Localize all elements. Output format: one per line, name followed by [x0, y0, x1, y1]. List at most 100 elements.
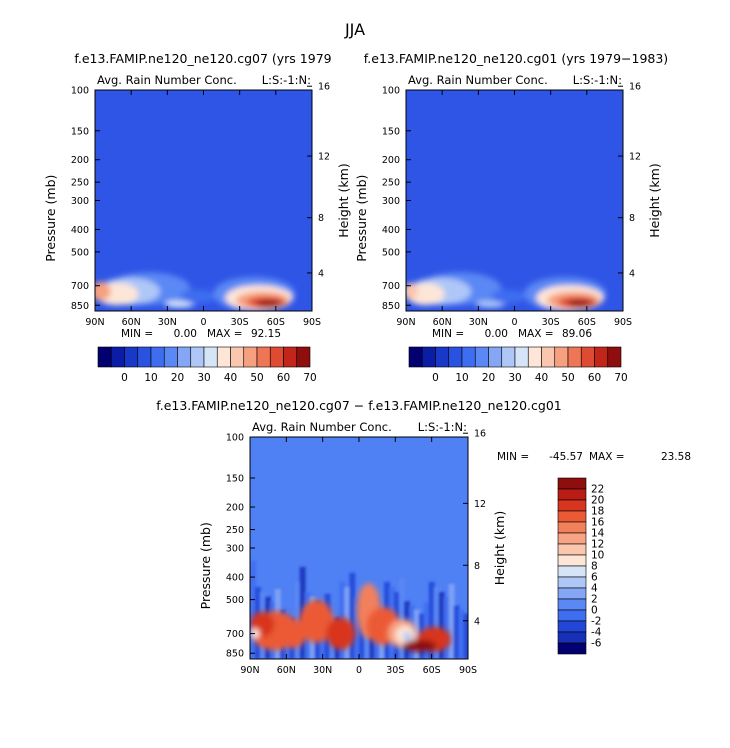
blob-layer	[406, 272, 607, 311]
colorbar-swatch	[557, 510, 587, 523]
y-tick-label: 700	[226, 629, 244, 640]
y2-tick-label: 4	[474, 616, 480, 627]
y-tick-label: 250	[226, 525, 244, 536]
colorbar-label: -4	[591, 627, 602, 639]
colorbar-label: 50	[561, 372, 574, 384]
colorbar-label: 12	[591, 539, 604, 551]
field-blob	[475, 300, 505, 308]
panel-corner-label: L:S:-1:N:	[418, 420, 467, 434]
stat-max-label: MAX =	[589, 451, 625, 463]
colorbar-swatch	[557, 499, 587, 512]
colorbar-label: 30	[508, 372, 521, 384]
field-blob	[406, 283, 419, 300]
y2-axis-title: Height (km)	[492, 511, 507, 585]
y-tick-label: 300	[226, 544, 244, 555]
colorbar-swatch	[488, 346, 503, 368]
y-tick-label: 850	[71, 301, 89, 312]
colorbar-label: 20	[482, 372, 495, 384]
y-tick-label: 400	[382, 225, 400, 236]
x-tick-label: 90N	[396, 317, 415, 328]
colorbar-label: 60	[277, 372, 290, 384]
colorbar-swatch	[594, 346, 609, 368]
y2-tick-label: 16	[629, 82, 641, 93]
x-tick-label: 60N	[277, 665, 296, 676]
colorbar-swatch	[541, 346, 556, 368]
colorbar-swatch	[557, 642, 587, 655]
x-tick-label: 60N	[122, 317, 141, 328]
y2-tick-label: 4	[629, 268, 635, 279]
y-tick-label: 500	[71, 247, 89, 258]
colorbar-label: 10	[455, 372, 468, 384]
colorbar-swatch	[190, 346, 205, 368]
colorbar-label: 16	[591, 517, 605, 529]
colorbar-swatch	[557, 554, 587, 567]
heatmap-field	[250, 437, 468, 659]
y-tick-label: 300	[71, 196, 89, 207]
colorbar-swatch	[256, 346, 271, 368]
y-tick-label: 100	[71, 86, 89, 97]
y2-axis-title: Height (km)	[647, 163, 662, 237]
colorbar-label: -6	[591, 638, 602, 650]
noise-column	[438, 592, 445, 659]
colorbar: 0 10 20 30 40 50 60 70	[408, 346, 628, 384]
stat-min-label: MIN =	[121, 328, 153, 340]
colorbar-swatch	[557, 587, 587, 600]
colorbar-label: 6	[591, 572, 598, 584]
blob-layer	[250, 583, 452, 652]
x-tick-label: 90S	[459, 665, 477, 676]
colorbar-swatch	[567, 346, 582, 368]
x-tick-label: 90N	[85, 317, 104, 328]
x-tick-label: 30S	[231, 317, 249, 328]
colorbar-swatch	[296, 346, 311, 368]
y2-tick-label: 8	[318, 213, 324, 224]
y2-tick-label: 12	[474, 499, 486, 510]
x-tick-label: 30S	[386, 665, 404, 676]
figure-title: JJA	[344, 20, 365, 39]
colorbar-label: 0	[121, 372, 128, 384]
y-tick-label: 200	[226, 503, 244, 514]
colorbar-label: 70	[614, 372, 627, 384]
y-tick-label: 850	[382, 301, 400, 312]
field-blob	[256, 300, 281, 307]
y-tick-label: 150	[71, 126, 89, 137]
colorbar-swatch	[408, 346, 423, 368]
x-tick-label: 60S	[578, 317, 596, 328]
stat-min-value: 0.00	[485, 328, 508, 340]
field-blob	[180, 289, 215, 304]
colorbar-label: 10	[591, 550, 604, 562]
noise-column	[448, 583, 455, 659]
colorbar-swatch	[557, 598, 587, 611]
y-tick-label: 850	[226, 649, 244, 660]
x-tick-label: 0	[200, 317, 206, 328]
colorbar-swatch	[435, 346, 450, 368]
panel-cg01: f.e13.FAMIP.ne120_ne120.cg01 (yrs 1979−1…	[354, 51, 668, 384]
panel-diff: f.e13.FAMIP.ne120_ne120.cg07 − f.e13.FAM…	[156, 398, 691, 676]
colorbar: 0 10 20 30 40 50 60 70	[97, 346, 317, 384]
field-blob	[402, 632, 413, 641]
y2-tick-label: 8	[629, 213, 635, 224]
y-axis-title: Pressure (mb)	[43, 175, 58, 262]
colorbar-swatch	[554, 346, 569, 368]
y-tick-label: 400	[226, 573, 244, 584]
panel-corner-label: L:S:-1:N:	[573, 73, 622, 87]
colorbar-swatch	[557, 565, 587, 578]
x-tick-label: 0	[511, 317, 517, 328]
colorbar-swatch	[137, 346, 152, 368]
y-tick-label: 200	[71, 155, 89, 166]
y-tick-label: 100	[226, 433, 244, 444]
panel-subtitle: Avg. Rain Number Conc.	[97, 73, 237, 87]
colorbar-swatch	[557, 620, 587, 633]
panels-group: f.e13.FAMIP.ne120_ne120.cg07 (yrs 1979 Av…	[43, 51, 691, 676]
colorbar-swatch	[580, 346, 595, 368]
colorbar-swatch	[501, 346, 516, 368]
y-tick-label: 700	[71, 281, 89, 292]
colorbar-label: 14	[591, 528, 605, 540]
panel-title: f.e13.FAMIP.ne120_ne120.cg07 (yrs 1979	[74, 51, 331, 66]
x-tick-label: 60S	[267, 317, 285, 328]
colorbar-label: 2	[591, 594, 598, 606]
colorbar-label: 40	[535, 372, 548, 384]
y-axis-title: Pressure (mb)	[354, 175, 369, 262]
colorbar-swatch	[243, 346, 258, 368]
colorbar-swatch	[269, 346, 284, 368]
x-tick-label: 60N	[433, 317, 452, 328]
